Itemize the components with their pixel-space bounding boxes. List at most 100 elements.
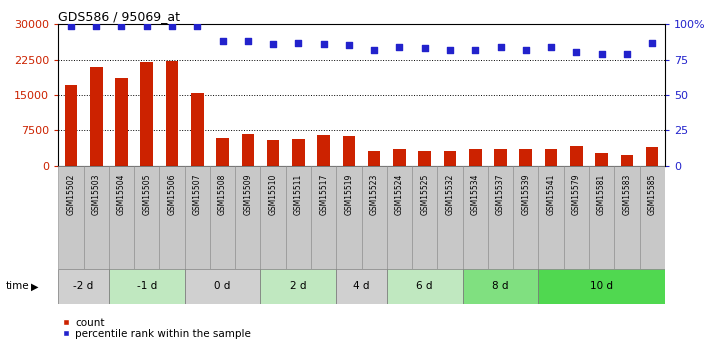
Point <box>293 40 304 45</box>
Bar <box>494 149 507 166</box>
Point <box>621 51 633 57</box>
Bar <box>463 269 538 304</box>
Text: GSM15532: GSM15532 <box>446 174 454 215</box>
Text: GSM15537: GSM15537 <box>496 174 505 215</box>
Text: GSM15523: GSM15523 <box>370 174 379 215</box>
Bar <box>387 166 412 269</box>
Bar <box>191 93 203 166</box>
Point <box>571 50 582 55</box>
Point <box>495 44 506 50</box>
Bar <box>463 166 488 269</box>
Bar <box>311 166 336 269</box>
Bar <box>418 150 431 166</box>
Point <box>90 23 102 28</box>
Point <box>318 41 329 47</box>
Bar <box>235 166 260 269</box>
Text: 4 d: 4 d <box>353 282 370 291</box>
Text: GSM15504: GSM15504 <box>117 174 126 215</box>
Point <box>520 47 532 52</box>
Point <box>368 47 380 52</box>
Point <box>419 46 430 51</box>
Text: GSM15583: GSM15583 <box>622 174 631 215</box>
Text: GSM15534: GSM15534 <box>471 174 480 215</box>
Bar <box>412 166 437 269</box>
Bar <box>260 269 336 304</box>
Point <box>116 23 127 28</box>
Text: GSM15510: GSM15510 <box>269 174 277 215</box>
Point <box>646 40 658 45</box>
Text: ▶: ▶ <box>31 282 39 291</box>
Bar <box>469 149 481 166</box>
Text: GSM15509: GSM15509 <box>243 174 252 215</box>
Bar <box>141 62 153 166</box>
Point <box>166 23 178 28</box>
Bar <box>267 140 279 166</box>
Point <box>267 41 279 47</box>
Bar <box>361 166 387 269</box>
Text: GSM15502: GSM15502 <box>66 174 75 215</box>
Bar <box>134 166 159 269</box>
Bar <box>513 166 538 269</box>
Text: GSM15507: GSM15507 <box>193 174 202 215</box>
Text: 2 d: 2 d <box>290 282 306 291</box>
Bar <box>90 67 102 166</box>
Point <box>141 23 152 28</box>
Text: 10 d: 10 d <box>590 282 613 291</box>
Text: time: time <box>6 282 29 291</box>
Bar <box>336 269 387 304</box>
Bar <box>589 166 614 269</box>
Bar <box>538 269 665 304</box>
Text: GSM15524: GSM15524 <box>395 174 404 215</box>
Text: GSM15506: GSM15506 <box>168 174 176 215</box>
Bar <box>570 146 582 166</box>
Point <box>545 44 557 50</box>
Bar <box>444 151 456 166</box>
Text: GSM15579: GSM15579 <box>572 174 581 215</box>
Text: GSM15519: GSM15519 <box>344 174 353 215</box>
Point <box>596 51 607 57</box>
Bar <box>292 139 305 166</box>
Bar <box>185 269 260 304</box>
Text: GSM15525: GSM15525 <box>420 174 429 215</box>
Bar <box>343 136 356 166</box>
Bar <box>393 149 406 166</box>
Text: GSM15581: GSM15581 <box>597 174 606 215</box>
Text: GSM15508: GSM15508 <box>218 174 227 215</box>
Bar <box>437 166 463 269</box>
Bar <box>538 166 564 269</box>
Bar <box>595 153 608 166</box>
Point <box>394 44 405 50</box>
Bar <box>159 166 185 269</box>
Bar <box>520 149 532 166</box>
Point <box>444 47 456 52</box>
Bar <box>387 269 463 304</box>
Point <box>217 38 228 44</box>
Bar <box>336 166 361 269</box>
Text: GSM15505: GSM15505 <box>142 174 151 215</box>
Bar <box>210 166 235 269</box>
Bar <box>488 166 513 269</box>
Bar <box>115 78 128 166</box>
Legend: count, percentile rank within the sample: count, percentile rank within the sample <box>56 313 255 343</box>
Point <box>242 38 254 44</box>
Bar <box>368 150 380 166</box>
Text: 0 d: 0 d <box>215 282 231 291</box>
Text: GSM15503: GSM15503 <box>92 174 101 215</box>
Bar <box>109 269 185 304</box>
Point <box>65 23 77 28</box>
Bar <box>109 166 134 269</box>
Bar <box>545 149 557 166</box>
Bar <box>84 166 109 269</box>
Bar <box>614 166 639 269</box>
Bar <box>58 269 109 304</box>
Text: 8 d: 8 d <box>492 282 509 291</box>
Bar <box>639 166 665 269</box>
Bar <box>564 166 589 269</box>
Text: GSM15539: GSM15539 <box>521 174 530 215</box>
Bar <box>646 147 658 166</box>
Bar <box>58 166 84 269</box>
Bar <box>286 166 311 269</box>
Bar <box>216 138 229 166</box>
Text: GSM15585: GSM15585 <box>648 174 657 215</box>
Bar <box>166 61 178 166</box>
